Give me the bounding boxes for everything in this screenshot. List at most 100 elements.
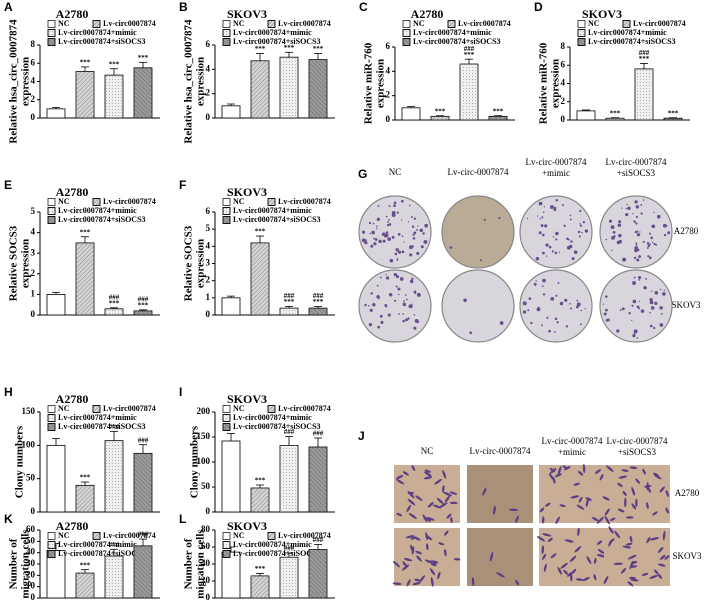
cell: [662, 530, 666, 541]
y-tick-label: 6: [561, 59, 566, 69]
colony: [539, 218, 541, 220]
colony: [397, 287, 401, 291]
colony: [639, 231, 641, 233]
y-tick-label: 50: [26, 535, 36, 545]
colony: [409, 279, 414, 284]
legend-swatch: [222, 20, 231, 28]
colony: [638, 300, 641, 302]
legend-label: Lv-circ0007874+mimic: [588, 28, 667, 37]
colony: [423, 239, 428, 244]
y-tick-label: 3: [31, 247, 36, 257]
colony: [397, 232, 401, 236]
panel-letter: H: [4, 385, 13, 399]
transwell-image: [604, 465, 670, 523]
cell: [411, 465, 416, 471]
cell: [576, 504, 585, 510]
bar-pattern: [280, 57, 298, 118]
colony: [632, 281, 636, 285]
legend-label: Lv-circ0007874: [278, 197, 331, 206]
colony: [542, 293, 546, 296]
legend-swatch-pattern: [222, 550, 231, 558]
colony: [656, 214, 661, 219]
error-bar: [52, 438, 60, 446]
cell: [405, 535, 415, 539]
y-tick-label: 0: [206, 592, 211, 602]
legend-label: Lv-circ0007874+mimic: [233, 28, 312, 37]
y-tick-label: 0: [206, 309, 211, 319]
colony: [662, 292, 666, 296]
colony: [581, 231, 583, 234]
column-label: Lv-circ-0007874: [542, 436, 603, 446]
significance-label: ###: [138, 295, 149, 303]
legend-swatch-pattern: [47, 550, 56, 558]
colony: [605, 318, 609, 322]
panel-letter: C: [359, 0, 368, 14]
cell: [653, 472, 659, 477]
significance-label: ###: [138, 531, 149, 539]
error-bar: [110, 430, 118, 441]
cell: [443, 491, 452, 497]
colony: [631, 319, 633, 321]
cell: [396, 474, 404, 480]
colony: [384, 303, 388, 307]
cell: [407, 498, 416, 506]
cell: [646, 502, 649, 509]
colony: [469, 331, 473, 335]
significance-label: ###: [109, 293, 120, 301]
legend-label: Lv-circ0007874: [278, 19, 331, 28]
legend-swatch: [222, 198, 231, 206]
significance-label: ***: [109, 60, 120, 68]
y-axis-label: expression: [195, 57, 207, 106]
column-label: Lv-circ-0007874: [448, 167, 509, 177]
plate-image: [519, 269, 593, 343]
y-tick-label: 0: [31, 112, 36, 122]
cell: [432, 504, 442, 509]
colony: [555, 231, 559, 236]
bar-pattern: [280, 308, 298, 315]
colony: [369, 232, 372, 235]
colony: [545, 243, 549, 247]
cell: [560, 562, 568, 569]
cell: [424, 559, 432, 564]
y-tick-label: 2: [206, 275, 211, 285]
cell: [425, 535, 433, 541]
cell: [594, 469, 602, 474]
y-axis-label: Relative hsa_circ_0007874: [183, 19, 195, 144]
cell: [582, 463, 586, 474]
cell: [407, 491, 415, 495]
cell: [604, 508, 610, 516]
legend-label: Lv-circ0007874: [103, 404, 156, 413]
bar-pattern: [76, 242, 94, 315]
colony: [555, 294, 558, 297]
transwell-image: [467, 465, 533, 523]
panel-letter: G: [358, 167, 367, 181]
colony: [559, 301, 564, 306]
legend-label: Lv-circ0007874+mimic: [233, 540, 312, 549]
legend-swatch-pattern: [222, 207, 231, 215]
cell: [412, 582, 421, 585]
colony: [530, 321, 533, 325]
legend-label: NC: [233, 19, 245, 28]
colony: [577, 230, 581, 234]
y-tick-label: 20: [201, 575, 211, 585]
error-bar: [314, 544, 322, 550]
bar: [46, 293, 66, 316]
colony: [584, 308, 586, 310]
column-label: +siSOCS3: [618, 447, 657, 457]
legend-swatch-pattern: [267, 198, 276, 206]
cell: [557, 566, 563, 575]
colony: [395, 248, 399, 252]
cell: [570, 573, 573, 582]
y-tick-label: 60: [201, 541, 211, 551]
cell: [550, 553, 557, 559]
legend-label: Lv-circ0007874+mimic: [233, 206, 312, 215]
colony: [463, 298, 467, 303]
cell: [665, 507, 669, 514]
cell: [442, 485, 445, 493]
legend-label: Lv-circ0007874: [103, 19, 156, 28]
cell: [430, 577, 434, 587]
colony: [570, 307, 572, 310]
colony: [575, 305, 579, 309]
legend-label: Lv-circ0007874: [633, 19, 686, 28]
colony: [385, 215, 388, 218]
